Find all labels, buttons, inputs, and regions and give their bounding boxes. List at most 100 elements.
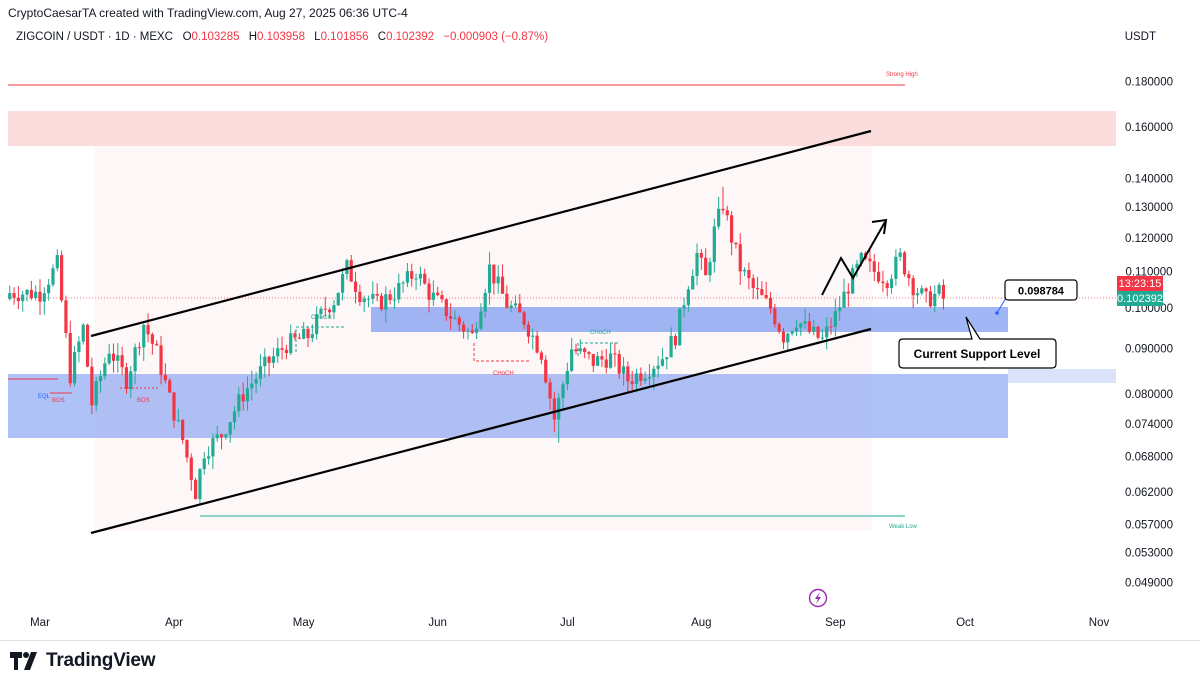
- candle-body: [453, 317, 457, 319]
- candle-body: [431, 292, 435, 300]
- candle-body: [12, 293, 16, 298]
- candle-body: [721, 208, 725, 211]
- tradingview-brand[interactable]: TradingView: [10, 649, 156, 673]
- candle-body: [146, 324, 150, 335]
- range-shade: [95, 143, 872, 531]
- candle-body: [773, 308, 777, 325]
- candle-body: [829, 326, 833, 328]
- candle-body: [505, 293, 509, 308]
- candle-body: [548, 382, 552, 399]
- candle-body: [258, 366, 263, 379]
- countdown-text: 13:23:15: [1119, 278, 1162, 290]
- candle-body: [150, 334, 154, 344]
- candle-body: [237, 394, 241, 412]
- candle-body: [55, 255, 59, 269]
- candle-body: [410, 271, 414, 279]
- candle-body: [168, 380, 172, 393]
- price-axis-tick: 0.068000: [1125, 452, 1173, 464]
- candle-body: [833, 310, 837, 327]
- candle-body: [176, 419, 180, 421]
- candle-body: [764, 295, 768, 298]
- candle-body: [64, 300, 68, 333]
- candle-body: [483, 292, 487, 312]
- candle-body: [51, 268, 55, 285]
- symbol-bar: ZIGCOIN / USDT · 1D · MEXC O0.103285 H0.…: [16, 31, 548, 43]
- candle-body: [293, 333, 297, 338]
- price-callout-box: [1004, 279, 1078, 301]
- currency-label: USDT: [1124, 31, 1156, 43]
- candle-body: [578, 348, 582, 352]
- candle-body: [60, 255, 64, 301]
- candle-body: [639, 373, 643, 381]
- callout-dot: [995, 311, 999, 315]
- candle-body: [557, 397, 561, 420]
- candle-body: [470, 330, 474, 333]
- price-axis-tick: 0.074000: [1125, 419, 1173, 431]
- supply-zone: [8, 111, 1116, 146]
- ohlc-low-key: L: [314, 31, 321, 43]
- demand-zone-lower: [8, 374, 1008, 438]
- candle-body: [665, 357, 669, 360]
- candle-body: [902, 252, 907, 275]
- candle-body: [544, 359, 548, 383]
- candle-body: [29, 289, 33, 299]
- time-axis-label: Oct: [956, 617, 975, 629]
- candle-body: [561, 384, 565, 398]
- candle-body: [704, 257, 708, 276]
- candle-body: [790, 331, 794, 334]
- candle-body: [427, 283, 431, 300]
- candle-body: [444, 299, 448, 317]
- candle-body: [738, 244, 742, 272]
- candle-body: [911, 278, 915, 296]
- candle-body: [851, 268, 855, 294]
- candle-body: [181, 419, 185, 441]
- candle-body: [345, 260, 349, 275]
- candle-body: [371, 293, 375, 299]
- projection-arrowhead: [871, 218, 888, 235]
- candle-body: [397, 283, 401, 300]
- price-axis-tick: 0.140000: [1125, 173, 1173, 185]
- candle-body: [241, 394, 245, 402]
- candle-body: [319, 308, 323, 315]
- time-axis-label: Sep: [825, 617, 845, 629]
- candle-body: [712, 226, 716, 263]
- candle-body: [349, 260, 353, 282]
- candle-body: [812, 326, 816, 332]
- candle-body: [120, 355, 124, 368]
- choch-line-1: [295, 326, 345, 352]
- candle-body: [574, 349, 578, 352]
- candle-body: [111, 353, 116, 361]
- ohlc-close-value: 0.102392: [386, 31, 435, 43]
- candle-body: [159, 345, 163, 375]
- projection-path: [821, 221, 886, 296]
- candle-body: [881, 281, 885, 284]
- candle-body: [90, 366, 94, 406]
- candle-body: [254, 378, 258, 384]
- candle-body: [691, 275, 695, 290]
- candle-body: [215, 434, 219, 439]
- candle-body: [81, 324, 85, 342]
- candle-body: [928, 291, 933, 307]
- candle-body: [699, 252, 703, 258]
- candle-body: [8, 293, 12, 299]
- symbol-name[interactable]: ZIGCOIN / USDT · 1D · MEXC: [16, 31, 173, 43]
- time-axis-label: Jun: [428, 617, 447, 629]
- candle-body: [284, 349, 288, 354]
- candle-body: [626, 366, 630, 382]
- candle-body: [673, 336, 678, 346]
- candle-body: [163, 374, 167, 381]
- candle-body: [142, 324, 146, 348]
- candle-body: [807, 321, 812, 332]
- candle-body: [194, 479, 198, 500]
- channel-upper-line: [90, 129, 872, 338]
- candle-body: [185, 440, 189, 458]
- demand-zone-extension: [1008, 369, 1116, 383]
- time-axis-label: Aug: [691, 617, 711, 629]
- candle-body: [107, 353, 111, 364]
- candle-body: [263, 356, 267, 367]
- candle-body: [34, 291, 38, 299]
- candle-body: [206, 456, 211, 459]
- candle-body: [366, 298, 371, 300]
- candle-body: [440, 295, 444, 300]
